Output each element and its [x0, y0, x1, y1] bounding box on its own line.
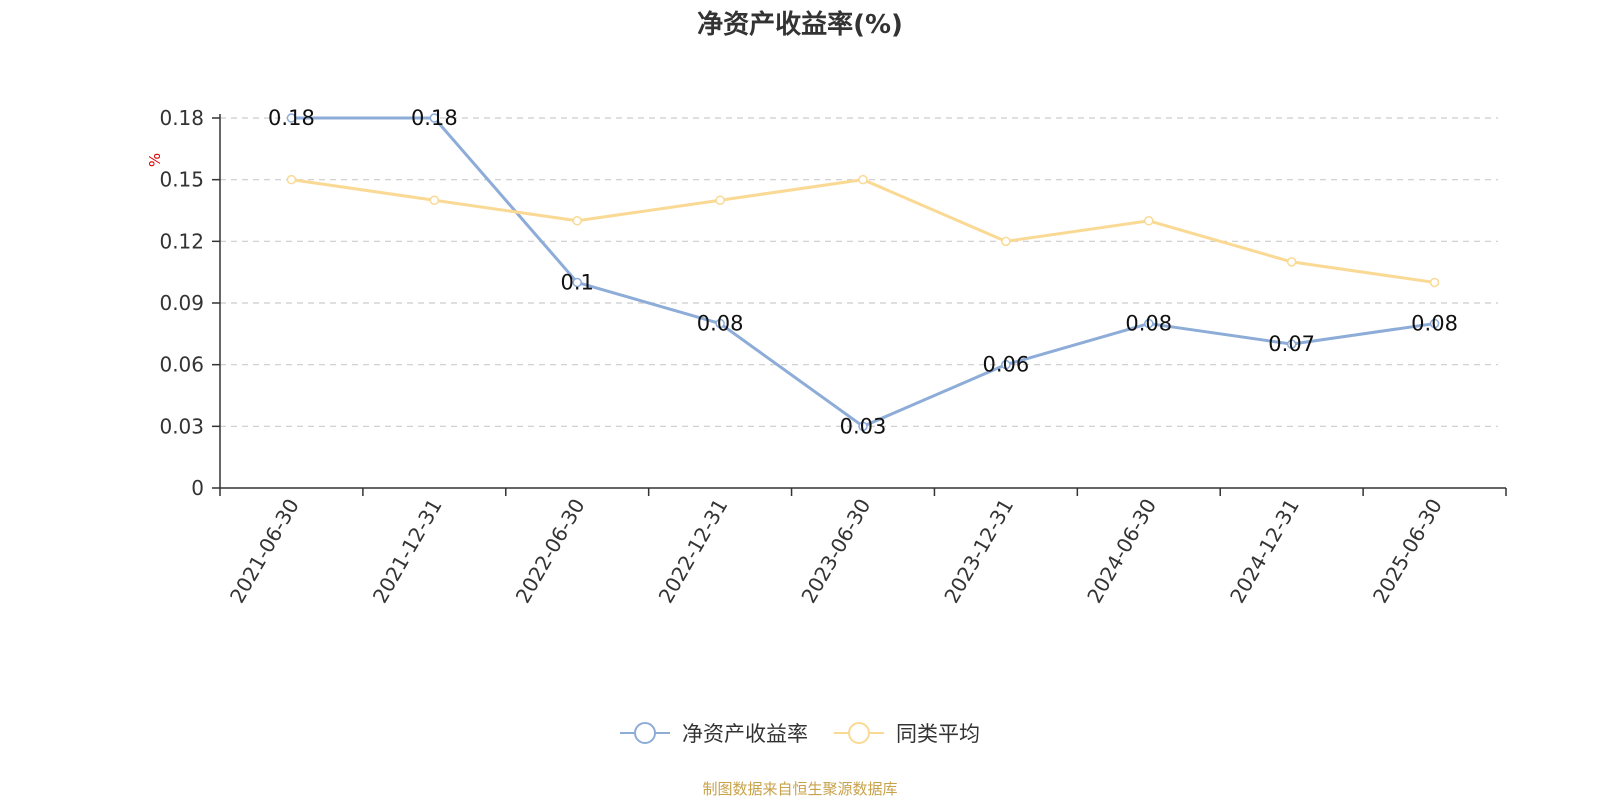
y-tick-label: 0	[191, 476, 204, 500]
data-label: 0.18	[268, 106, 315, 130]
series-point-1	[1286, 257, 1297, 267]
series-point-0	[858, 421, 868, 432]
series-line-1	[291, 178, 1435, 284]
grid-lines	[220, 117, 1498, 427]
series-point-1	[1144, 216, 1154, 226]
series-point-1	[286, 174, 297, 185]
x-tick-label: 2023-12-31	[939, 495, 1018, 608]
legend-label-average: 同类平均	[896, 722, 980, 746]
legend-item-average[interactable]: 同类平均	[834, 718, 980, 748]
axes: 0 0.03 0.06 0.09 0.12 0.15 0.18% 2021-06-30 2021…	[146, 106, 1507, 608]
series-point-1	[715, 195, 725, 205]
legend-swatch-average	[834, 722, 884, 744]
series-point-1	[572, 216, 582, 226]
series-line-0	[291, 116, 1435, 428]
legend-swatch-main	[620, 722, 670, 744]
series-point-0	[572, 277, 582, 288]
y-axis-unit-label: %	[146, 153, 164, 167]
series	[286, 113, 1440, 432]
y-tick-label: 0.12	[159, 229, 204, 253]
series-point-1	[1001, 236, 1011, 247]
chart-title: 净资产收益率(%)	[697, 10, 903, 40]
legend: 净资产收益率 同类平均	[0, 718, 1600, 748]
x-tick-label: 2023-06-30	[796, 495, 875, 608]
data-labels: 0.18 0.18 0.1 0.08 0.03 0.06 0.08 0.07 0.08	[268, 106, 1458, 438]
data-label: 0.1	[561, 270, 594, 294]
x-tick-label: 2025-06-30	[1368, 495, 1447, 608]
data-label: 0.06	[983, 353, 1030, 377]
x-tick-label: 2021-12-31	[368, 495, 447, 608]
data-label: 0.07	[1268, 332, 1315, 356]
series-point-0	[286, 113, 297, 123]
series-point-1	[858, 174, 868, 185]
data-label: 0.08	[697, 312, 744, 336]
x-tick-label: 2022-12-31	[654, 495, 733, 608]
series-point-1	[429, 195, 440, 205]
legend-label-main: 净资产收益率	[682, 722, 808, 746]
y-tick-label: 0.15	[159, 168, 204, 192]
legend-item-main[interactable]: 净资产收益率	[620, 718, 808, 748]
data-label: 0.03	[840, 414, 887, 438]
data-label: 0.08	[1125, 312, 1172, 336]
y-tick-label: 0.03	[159, 414, 204, 438]
x-tick-label: 2024-12-31	[1225, 495, 1304, 608]
series-point-0	[429, 113, 440, 123]
x-tick-label: 2021-06-30	[225, 495, 304, 608]
data-label: 0.08	[1411, 312, 1458, 336]
series-point-1	[1429, 277, 1440, 288]
source-note: 制图数据来自恒生聚源数据库	[702, 780, 898, 798]
series-point-0	[715, 318, 725, 329]
x-tick-label: 2022-06-30	[511, 495, 590, 608]
series-point-0	[1286, 339, 1297, 349]
y-tick-label: 0.06	[159, 353, 204, 377]
series-point-0	[1001, 359, 1011, 370]
series-point-0	[1429, 318, 1440, 329]
series-point-0	[1144, 318, 1154, 329]
y-tick-label: 0.09	[159, 291, 204, 315]
y-tick-label: 0.18	[159, 106, 204, 130]
x-tick-label: 2024-06-30	[1082, 495, 1161, 608]
data-label: 0.18	[411, 106, 458, 130]
